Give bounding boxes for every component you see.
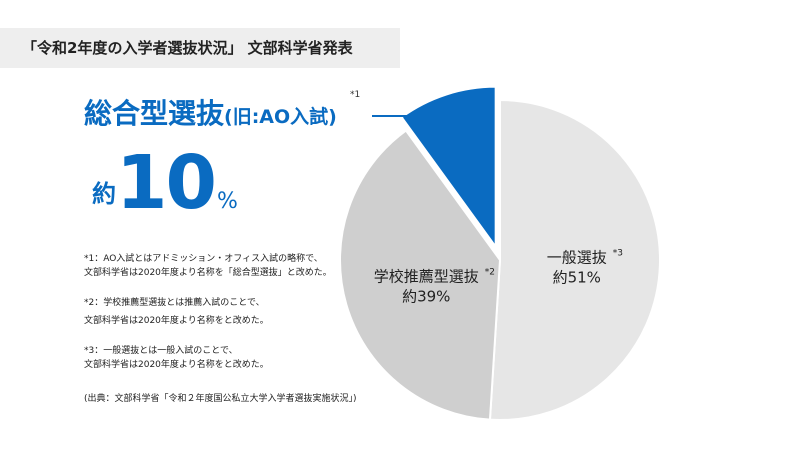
headline: 総合型選抜(旧:AO入試) [84,92,337,132]
footnote-2-line-2: 文部科学省は2020年度より名称をと改めた。 [84,316,269,326]
footnote-3-line-1: *3：一般選抜とは一般入試のことで、 [84,346,238,356]
highlight-unit: % [216,189,238,214]
footnote-1-line-2: 文部科学省は2020年度より名称を「総合型選抜」と改めた。 [84,268,332,278]
headline-footnote-mark: *1 [350,90,361,100]
footnote-2: *2：学校推薦型選抜とは推薦入試のことで、 文部科学省は2020年度より名称をと… [84,296,269,328]
slice-note-1: *3 [613,248,623,258]
footnote-1-line-1: *1：AO入試とはアドミッション・オフィス入試の略称で、 [84,254,323,264]
footnote-1: *1：AO入試とはアドミッション・オフィス入試の略称で、 文部科学省は2020年… [84,252,332,280]
headline-main: 総合型選抜 [84,97,225,130]
footnote-3-line-2: 文部科学省は2020年度より名称をと改めた。 [84,360,269,370]
callout-leader-line [372,115,471,124]
slice-value-2: 約39% [402,287,450,305]
slice-value-1: 約51% [553,268,601,286]
header-band: 「令和2年度の入学者選抜状況」 文部科学省発表 [0,28,400,68]
slice-name-2: 学校推薦型選抜 [374,267,479,285]
footnote-2-line-1: *2：学校推薦型選抜とは推薦入試のことで、 [84,298,265,308]
slice-note-2: *2 [485,267,495,277]
slice-name-1: 一般選抜 [547,248,607,266]
highlight-value: 10 [116,140,217,226]
pie-slice-2 [339,129,502,421]
source-citation: (出典：文部科学省「令和２年度国公私立大学入学者選抜実施状況」) [84,394,357,404]
highlight-percentage: 約10% [92,140,238,226]
highlight-prefix: 約 [92,180,116,208]
footnote-3: *3：一般選抜とは一般入試のことで、 文部科学省は2020年度より名称をと改めた… [84,344,269,372]
headline-sub: (旧:AO入試) [224,106,337,128]
page-title: 「令和2年度の入学者選抜状況」 文部科学省発表 [22,39,353,57]
pie-slice-1 [488,98,662,421]
